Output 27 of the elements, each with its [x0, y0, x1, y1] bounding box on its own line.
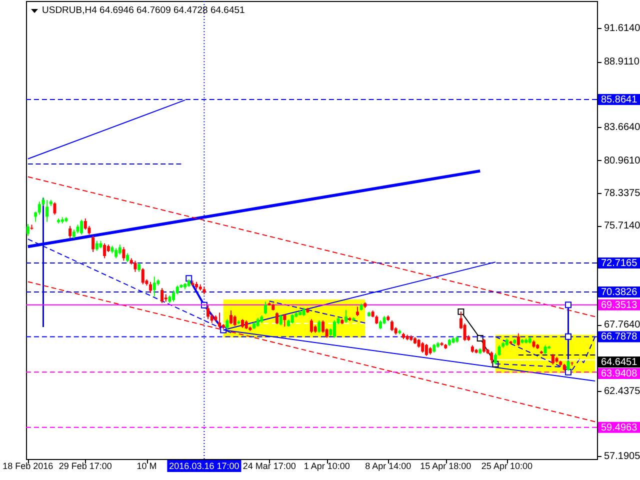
text: 64.6451 [601, 356, 638, 368]
ref-line-label: 63.9408 [601, 368, 638, 380]
ref-line-label: 66.7878 [601, 332, 638, 343]
x-tick-label: 1 Apr 10:00 [304, 461, 350, 471]
chart-title: USDRUB,H4 64.6946 64.7609 64.4728 64.6451 [42, 5, 245, 16]
x-tick-label: 10 M [136, 461, 157, 471]
y-tick-label: 67.7640 [604, 320, 640, 331]
y-tick-label: 88.9110 [604, 56, 640, 68]
y-tick-label: 83.6640 [604, 122, 640, 133]
y-tick-label: 75.7140 [604, 220, 640, 232]
ref-line-label: 70.3826 [601, 287, 638, 298]
x-tick-label: 18 Feb 2016 [2, 461, 54, 471]
y-tick-label: 62.4375 [604, 386, 640, 397]
x-tick-label: 29 Feb 17:00 [58, 461, 112, 471]
ref-line-label: 85.8641 [601, 94, 638, 106]
ref-line-label: 72.7165 [601, 258, 638, 269]
y-tick-label: 80.9610 [604, 155, 640, 166]
x-tick-label: 25 Apr 10:00 [481, 461, 532, 471]
ref-line-label: 59.4963 [601, 422, 638, 434]
y-tick-label: 91.6140 [604, 23, 640, 34]
x-tick-label: 2016.03.16 17:00 [169, 461, 240, 471]
ref-line-label: 69.3513 [601, 300, 638, 311]
x-tick-label: 24 Mar 17:00 [242, 461, 296, 471]
x-tick-label: 8 Apr 14:00 [365, 461, 412, 471]
y-tick-label: 78.3375 [604, 188, 640, 200]
y-tick-label: 57.1905 [604, 451, 640, 462]
x-tick-label: 15 Apr 18:00 [420, 461, 472, 471]
